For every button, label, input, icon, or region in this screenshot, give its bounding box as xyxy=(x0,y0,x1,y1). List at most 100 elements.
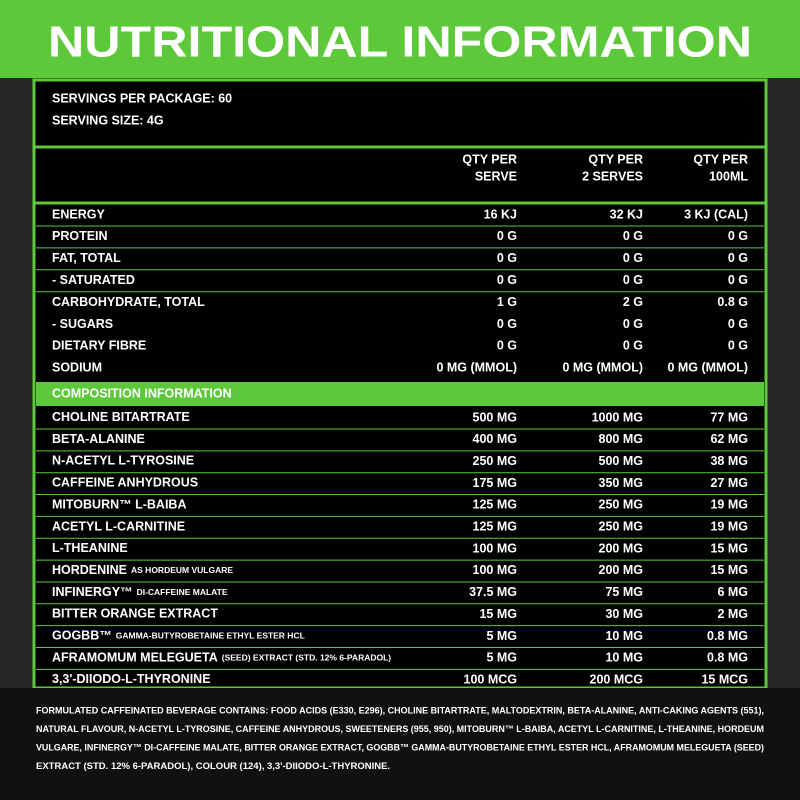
column-header: SERVE xyxy=(475,169,517,183)
row-label: PROTEIN xyxy=(52,229,108,243)
ingredient: MITOBURN™ L-BAIBA xyxy=(52,498,186,512)
row-label: ENERGY xyxy=(52,207,105,221)
cell-value: 75 MG xyxy=(605,585,643,599)
ingredient: L-THEANINE xyxy=(52,541,128,555)
ingredient-name: AFRAMOMUM MELEGUETA xyxy=(52,651,218,665)
ingredient-name: HORDENINE xyxy=(52,563,127,577)
title-band xyxy=(0,0,800,78)
ingredient: BITTER ORANGE EXTRACT xyxy=(52,607,218,621)
cell-value: 250 MG xyxy=(599,520,643,534)
title: NUTRITIONAL INFORMATION xyxy=(48,18,752,67)
row-label: SODIUM xyxy=(52,361,102,375)
cell-value: 350 MG xyxy=(599,476,643,490)
serving-info: SERVINGS PER PACKAGE: 60 xyxy=(52,91,232,105)
cell-value: 200 MCG xyxy=(590,672,644,686)
ingredient: INFINERGY™ DI-CAFFEINE MALATE xyxy=(52,585,228,599)
cell-value: 0 G xyxy=(728,251,748,265)
cell-value: 125 MG xyxy=(473,520,517,534)
cell-value: 175 MG xyxy=(473,476,517,490)
cell-value: 100 MG xyxy=(473,541,517,555)
ingredient: BETA-ALANINE xyxy=(52,432,145,446)
cell-value: 0.8 MG xyxy=(707,651,748,665)
cell-value: 77 MG xyxy=(710,410,748,424)
cell-value: 2 MG xyxy=(717,607,748,621)
cell-value: 250 MG xyxy=(473,454,517,468)
cell-value: 0 G xyxy=(497,339,517,353)
cell-value: 0 G xyxy=(623,229,643,243)
column-header: QTY PER xyxy=(462,152,517,166)
cell-value: 19 MG xyxy=(710,520,748,534)
ingredient-name: GOGBB™ xyxy=(52,629,112,643)
cell-value: 2 G xyxy=(623,295,643,309)
ingredients-text: FORMULATED CAFFEINATED BEVERAGE CONTAINS… xyxy=(36,706,764,717)
row-label: DIETARY FIBRE xyxy=(52,339,146,353)
ingredient-note: DI-CAFFEINE MALATE xyxy=(137,587,228,597)
cell-value: 0 G xyxy=(497,273,517,287)
composition-title: COMPOSITION INFORMATION xyxy=(52,386,232,400)
cell-value: 6 MG xyxy=(717,585,748,599)
row-label: FAT, TOTAL xyxy=(52,251,121,265)
cell-value: 0.8 MG xyxy=(707,629,748,643)
cell-value: 125 MG xyxy=(473,498,517,512)
cell-value: 19 MG xyxy=(710,498,748,512)
row-label: CARBOHYDRATE, TOTAL xyxy=(52,295,205,309)
cell-value: 15 MG xyxy=(479,607,517,621)
column-header: 2 SERVES xyxy=(582,169,643,183)
cell-value: 250 MG xyxy=(599,498,643,512)
cell-value: 37.5 MG xyxy=(469,585,517,599)
cell-value: 0 G xyxy=(497,251,517,265)
cell-value: 0.8 G xyxy=(717,295,748,309)
cell-value: 0 MG (MMOL) xyxy=(436,361,517,375)
ingredient: CHOLINE BITARTRATE xyxy=(52,410,190,424)
ingredient-name: ACETYL L-CARNITINE xyxy=(52,520,185,534)
ingredient: AFRAMOMUM MELEGUETA (SEED) EXTRACT (STD. … xyxy=(52,651,391,665)
cell-value: 500 MG xyxy=(599,454,643,468)
cell-value: 15 MCG xyxy=(701,672,748,686)
ingredient-name: INFINERGY™ xyxy=(52,585,133,599)
ingredient: ACETYL L-CARNITINE xyxy=(52,520,185,534)
cell-value: 16 KJ xyxy=(484,207,517,221)
ingredient-note: AS HORDEUM VULGARE xyxy=(131,565,233,575)
cell-value: 0 G xyxy=(497,229,517,243)
cell-value: 10 MG xyxy=(605,629,643,643)
cell-value: 0 G xyxy=(728,339,748,353)
ingredient-name: BITTER ORANGE EXTRACT xyxy=(52,607,218,621)
cell-value: 30 MG xyxy=(605,607,643,621)
footer-band xyxy=(0,688,800,800)
cell-value: 62 MG xyxy=(710,432,748,446)
ingredients-text: VULGARE, INFINERGY™ DI-CAFFEINE MALATE, … xyxy=(36,743,764,754)
column-header: QTY PER xyxy=(693,152,748,166)
cell-value: 500 MG xyxy=(473,410,517,424)
cell-value: 0 MG (MMOL) xyxy=(667,361,748,375)
cell-value: 200 MG xyxy=(599,563,643,577)
column-header: 100ML xyxy=(709,169,748,183)
ingredients-text: EXTRACT (STD. 12% 6-PARADOL), COLOUR (12… xyxy=(36,761,390,772)
ingredient: HORDENINE AS HORDEUM VULGARE xyxy=(52,563,233,577)
cell-value: 10 MG xyxy=(605,651,643,665)
cell-value: 1000 MG xyxy=(592,410,643,424)
cell-value: 5 MG xyxy=(486,629,517,643)
ingredient: GOGBB™ GAMMA-BUTYROBETAINE ETHYL ESTER HC… xyxy=(52,629,305,643)
ingredient-name: N-ACETYL L-TYROSINE xyxy=(52,454,194,468)
cell-value: 0 G xyxy=(623,339,643,353)
cell-value: 0 G xyxy=(728,229,748,243)
ingredient: CAFFEINE ANHYDROUS xyxy=(52,476,198,490)
cell-value: 0 G xyxy=(623,317,643,331)
cell-value: 15 MG xyxy=(710,563,748,577)
ingredient-name: BETA-ALANINE xyxy=(52,432,145,446)
cell-value: 0 G xyxy=(728,317,748,331)
ingredient-name: CAFFEINE ANHYDROUS xyxy=(52,476,198,490)
cell-value: 0 MG (MMOL) xyxy=(562,361,643,375)
ingredients-text: NATURAL FLAVOUR, N-ACETYL L-TYROSINE, CA… xyxy=(36,724,764,735)
ingredient-note: (SEED) EXTRACT (STD. 12% 6-PARADOL) xyxy=(222,653,392,663)
cell-value: 800 MG xyxy=(599,432,643,446)
ingredient-name: L-THEANINE xyxy=(52,541,128,555)
cell-value: 0 G xyxy=(623,251,643,265)
cell-value: 100 MG xyxy=(473,563,517,577)
cell-value: 3 KJ (CAL) xyxy=(684,207,748,221)
cell-value: 38 MG xyxy=(710,454,748,468)
cell-value: 0 G xyxy=(623,273,643,287)
serving-info: SERVING SIZE: 4G xyxy=(52,113,164,127)
